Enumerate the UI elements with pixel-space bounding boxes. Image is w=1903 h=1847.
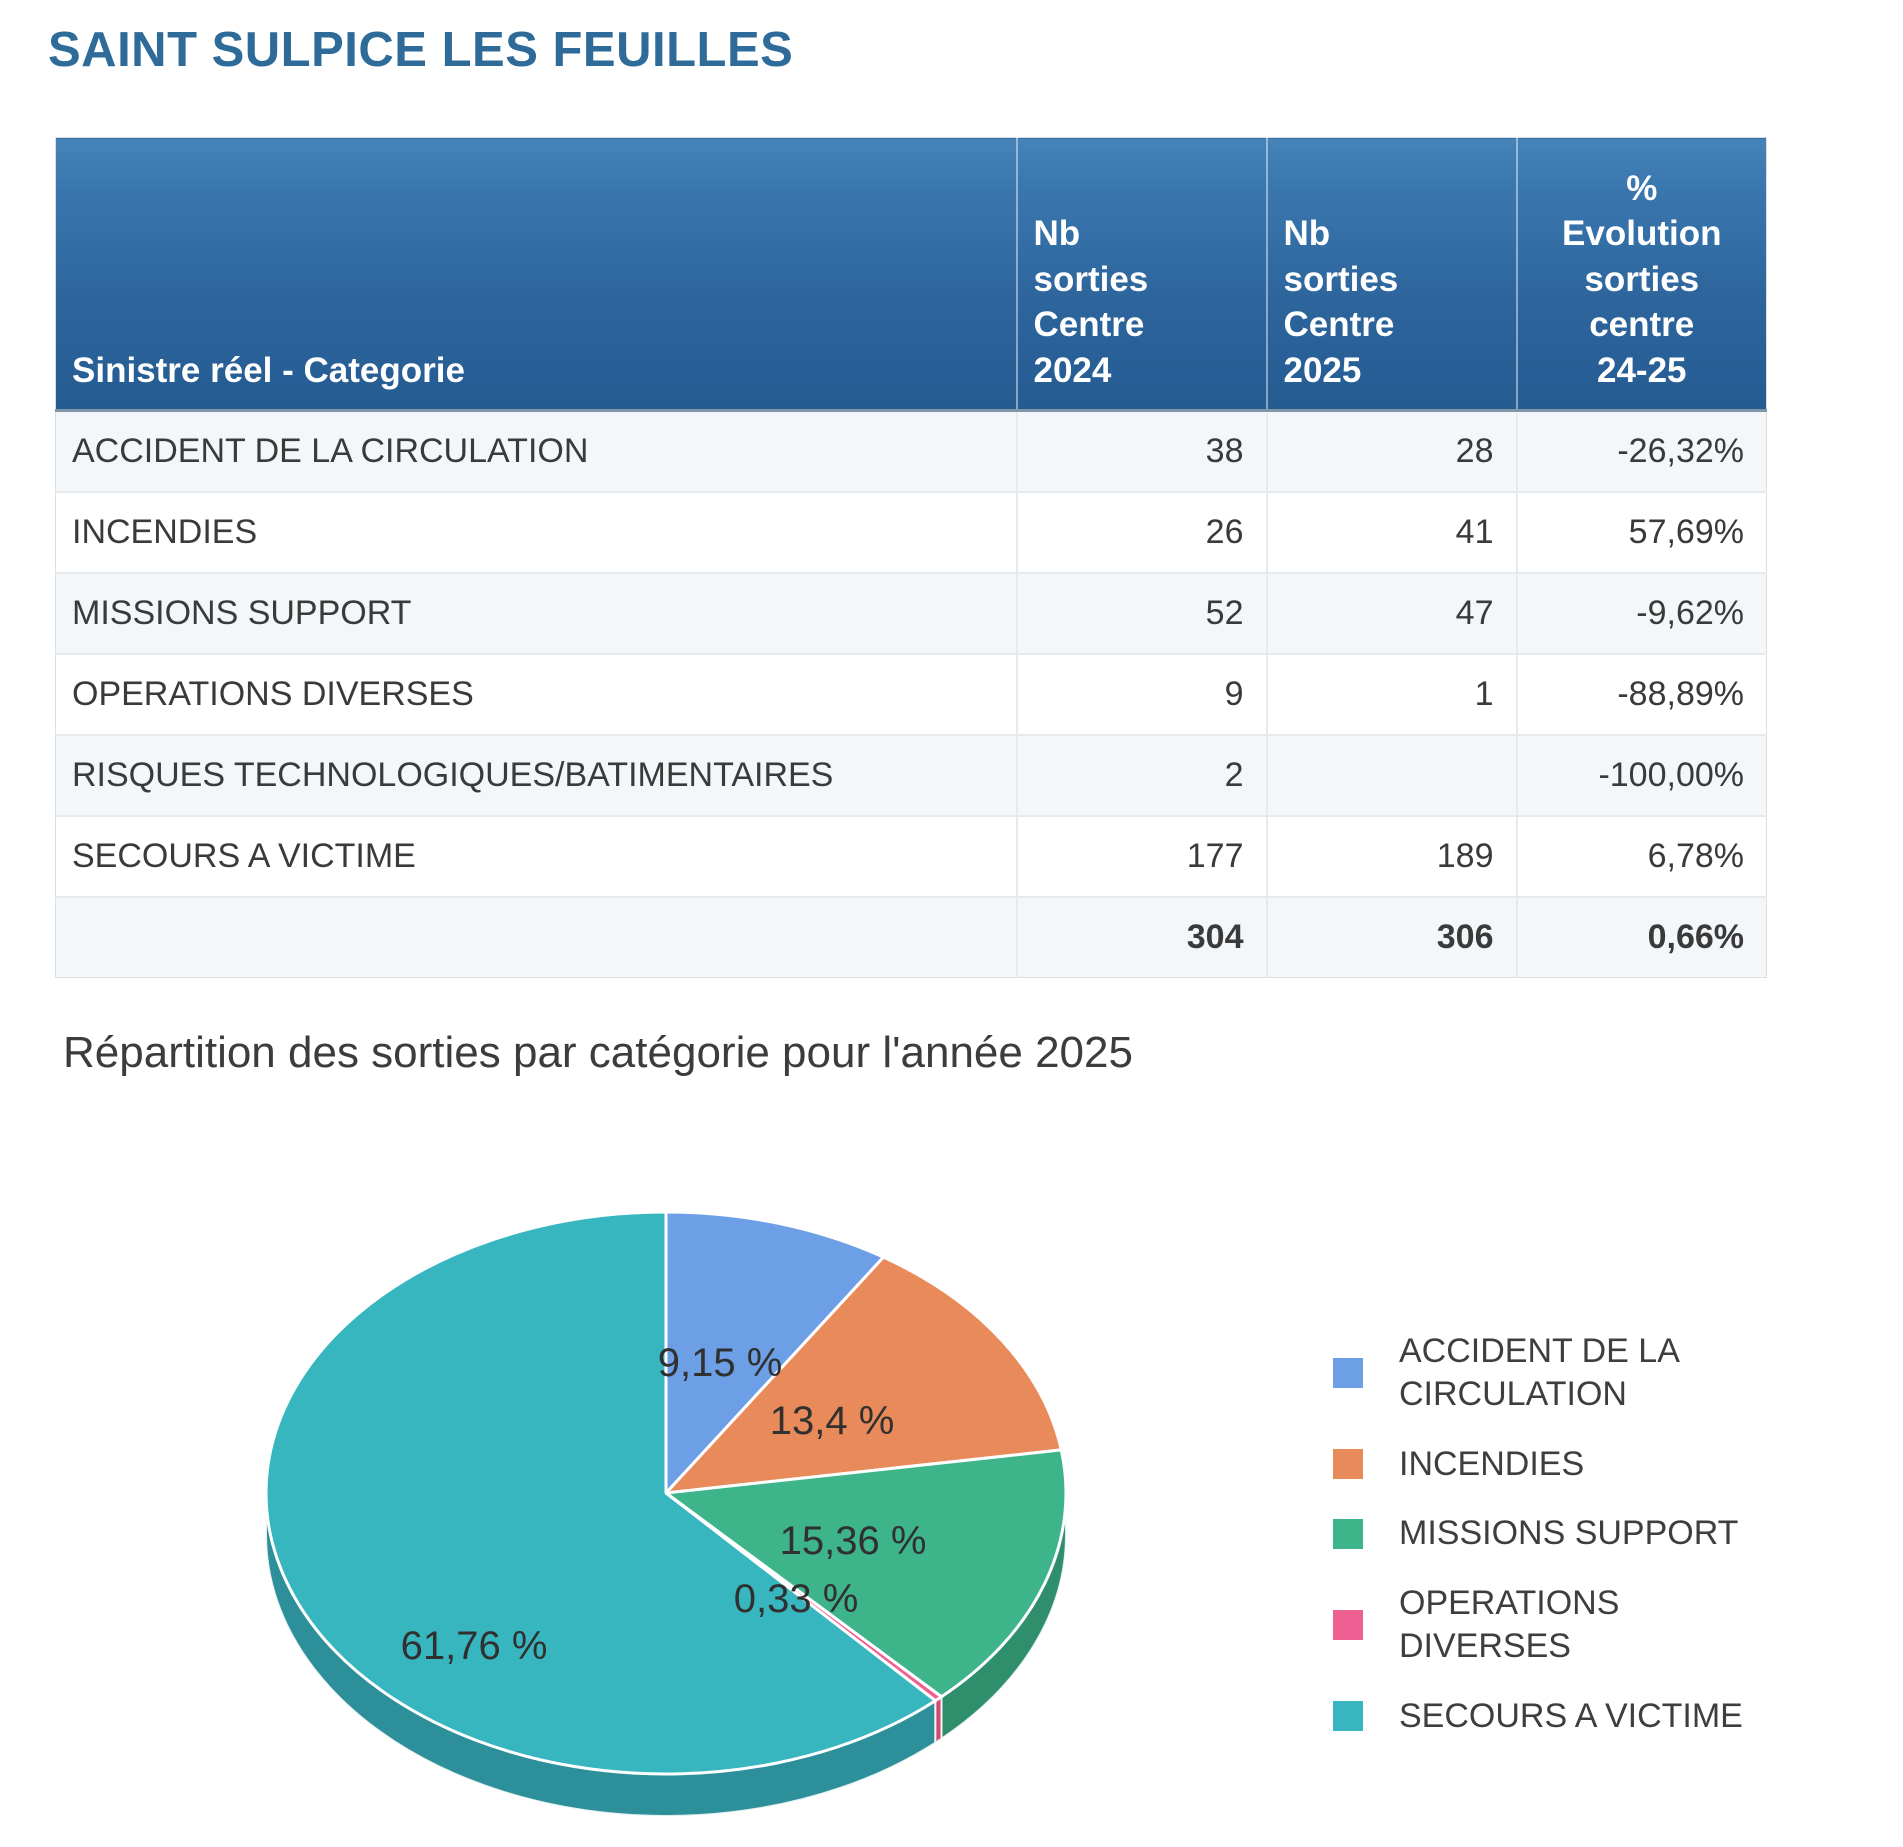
legend-swatch bbox=[1333, 1610, 1363, 1641]
table-header-row: Sinistre réel - Categorie Nb sorties Cen… bbox=[55, 137, 1767, 412]
cell-2024: 2 bbox=[1015, 733, 1267, 816]
cell-category: ACCIDENT DE LA CIRCULATION bbox=[55, 410, 1017, 492]
legend-item: OPERATIONS DIVERSES bbox=[1333, 1582, 1803, 1668]
pie-slice bbox=[664, 1448, 1068, 1699]
legend-label: SECOURS A VICTIME bbox=[1399, 1696, 1743, 1735]
legend-item: ACCIDENT DE LA CIRCULATION bbox=[1333, 1330, 1803, 1416]
pie-slice-label: 13,4 % bbox=[770, 1399, 895, 1443]
pie-slice bbox=[264, 1210, 937, 1776]
pie-slice-label: 0,33 % bbox=[734, 1577, 859, 1621]
cell-2024: 26 bbox=[1015, 490, 1267, 573]
legend-item: INCENDIES bbox=[1333, 1443, 1803, 1486]
pie-slice-side bbox=[934, 1695, 943, 1744]
column-header-evolution: % Evolution sorties centre 24-25 bbox=[1515, 137, 1767, 412]
table-row: OPERATIONS DIVERSES 9 1 -88,89% bbox=[55, 652, 1767, 735]
cell-2025: 306 bbox=[1265, 895, 1517, 978]
pie-slice-label: 15,36 % bbox=[780, 1519, 927, 1563]
cell-evolution: 0,66% bbox=[1515, 895, 1767, 978]
column-header-2025: Nb sorties Centre 2025 bbox=[1265, 137, 1517, 412]
cell-category: OPERATIONS DIVERSES bbox=[55, 652, 1017, 735]
pie-slice-label: 61,76 % bbox=[401, 1624, 548, 1668]
cell-2024: 177 bbox=[1015, 814, 1267, 897]
column-header-2024: Nb sorties Centre 2024 bbox=[1015, 137, 1267, 412]
legend-label: INCENDIES bbox=[1399, 1444, 1585, 1483]
sorties-table: Sinistre réel - Categorie Nb sorties Cen… bbox=[55, 137, 1767, 978]
cell-2024: 304 bbox=[1015, 895, 1267, 978]
cell-evolution: -100,00% bbox=[1515, 733, 1767, 816]
table-row: ACCIDENT DE LA CIRCULATION 38 28 -26,32% bbox=[55, 410, 1767, 492]
pie-slice bbox=[664, 1210, 885, 1495]
pie-slice bbox=[664, 1255, 1063, 1495]
table-row: SECOURS A VICTIME 177 189 6,78% bbox=[55, 814, 1767, 897]
cell-evolution: 6,78% bbox=[1515, 814, 1767, 897]
page-title: SAINT SULPICE LES FEUILLES bbox=[48, 23, 794, 77]
cell-category: SECOURS A VICTIME bbox=[55, 814, 1017, 897]
table-row: RISQUES TECHNOLOGIQUES/BATIMENTAIRES 2 -10… bbox=[55, 733, 1767, 816]
legend-swatch bbox=[1333, 1518, 1363, 1549]
cell-2025: 189 bbox=[1265, 814, 1517, 897]
pie-slice-label: 9,15 % bbox=[658, 1341, 783, 1385]
cell-2025: 47 bbox=[1265, 571, 1517, 654]
cell-2025: 41 bbox=[1265, 490, 1517, 573]
pie-chart: 9,15 % 13,4 % 15,36 % 0,33 % 61,76 % bbox=[264, 1210, 1068, 1818]
cell-evolution: -88,89% bbox=[1515, 652, 1767, 735]
cell-category: INCENDIES bbox=[55, 490, 1017, 573]
table-row: MISSIONS SUPPORT 52 47 -9,62% bbox=[55, 571, 1767, 654]
cell-evolution: -9,62% bbox=[1515, 571, 1767, 654]
legend-item: SECOURS A VICTIME bbox=[1333, 1695, 1803, 1738]
cell-2024: 52 bbox=[1015, 571, 1267, 654]
legend-label: MISSIONS SUPPORT bbox=[1399, 1514, 1739, 1553]
table-body: ACCIDENT DE LA CIRCULATION 38 28 -26,32% INC… bbox=[55, 410, 1767, 978]
chart-heading: Répartition des sorties par catégorie po… bbox=[63, 1028, 1133, 1077]
legend-label: OPERATIONS DIVERSES bbox=[1399, 1584, 1620, 1666]
pie-chart-area: 9,15 % 13,4 % 15,36 % 0,33 % 61,76 % bbox=[216, 1180, 1116, 1842]
table-row: INCENDIES 26 41 57,69% bbox=[55, 490, 1767, 573]
chart-legend: ACCIDENT DE LA CIRCULATION INCENDIES MISSI… bbox=[1333, 1330, 1803, 1738]
cell-evolution: 57,69% bbox=[1515, 490, 1767, 573]
cell-evolution: -26,32% bbox=[1515, 410, 1767, 492]
cell-category: RISQUES TECHNOLOGIQUES/BATIMENTAIRES bbox=[55, 733, 1017, 816]
cell-2024: 38 bbox=[1015, 410, 1267, 492]
cell-2025: 1 bbox=[1265, 652, 1517, 735]
legend-swatch bbox=[1333, 1357, 1363, 1388]
cell-2025 bbox=[1265, 733, 1517, 816]
cell-category bbox=[55, 895, 1017, 978]
cell-2025: 28 bbox=[1265, 410, 1517, 492]
legend-label: ACCIDENT DE LA CIRCULATION bbox=[1399, 1332, 1679, 1413]
totals-row: 304 306 0,66% bbox=[55, 895, 1767, 978]
cell-2024: 9 bbox=[1015, 652, 1267, 735]
cell-category: MISSIONS SUPPORT bbox=[55, 571, 1017, 654]
legend-swatch bbox=[1333, 1449, 1363, 1480]
column-header-category: Sinistre réel - Categorie bbox=[55, 137, 1017, 412]
legend-swatch bbox=[1333, 1701, 1363, 1732]
legend-item: MISSIONS SUPPORT bbox=[1333, 1512, 1803, 1555]
